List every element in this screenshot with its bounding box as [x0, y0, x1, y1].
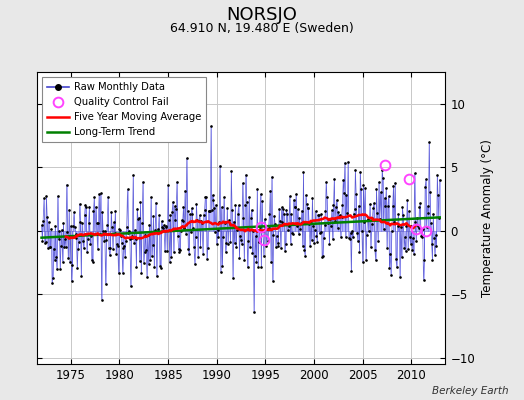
Legend: Raw Monthly Data, Quality Control Fail, Five Year Moving Average, Long-Term Tren: Raw Monthly Data, Quality Control Fail, …	[42, 77, 206, 142]
Text: NORSJO: NORSJO	[226, 6, 298, 24]
Text: 64.910 N, 19.480 E (Sweden): 64.910 N, 19.480 E (Sweden)	[170, 22, 354, 35]
Y-axis label: Temperature Anomaly (°C): Temperature Anomaly (°C)	[481, 139, 494, 297]
Text: Berkeley Earth: Berkeley Earth	[432, 386, 508, 396]
